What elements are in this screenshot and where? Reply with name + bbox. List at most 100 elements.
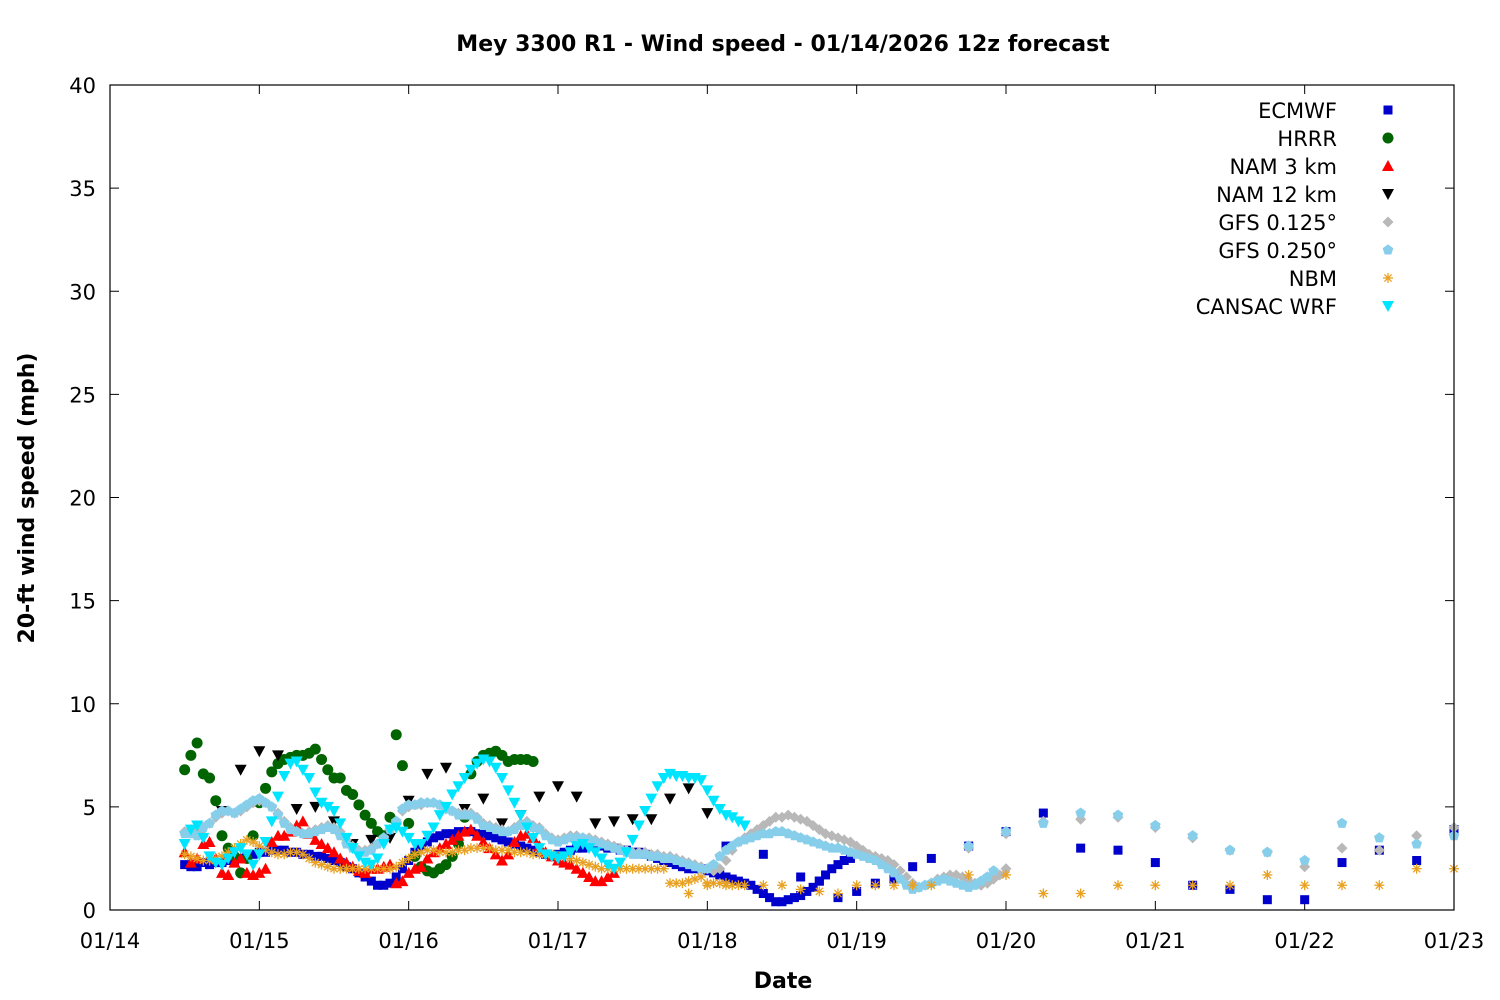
data-point: [626, 814, 639, 826]
y-tick-label: 20: [69, 487, 96, 511]
data-point: [533, 791, 546, 803]
y-tick-label: 40: [69, 74, 96, 98]
data-point: [359, 809, 371, 821]
data-point: [595, 875, 608, 887]
data-point: [391, 872, 401, 882]
data-point: [421, 768, 434, 780]
data-point: [758, 889, 768, 898]
data-point: [671, 878, 682, 889]
data-point: [309, 801, 322, 813]
data-point: [894, 873, 906, 884]
data-point: [527, 832, 540, 844]
data-point: [377, 839, 390, 850]
x-axis-label: Date: [754, 969, 813, 994]
data-point: [496, 854, 508, 866]
data-point: [1076, 843, 1086, 853]
y-tick-label: 30: [69, 280, 96, 304]
data-point: [658, 863, 669, 874]
data-point: [789, 893, 799, 903]
data-point: [315, 797, 328, 809]
data-point: [664, 793, 676, 805]
data-point: [304, 853, 315, 864]
data-point: [1150, 858, 1160, 868]
data-point: [601, 871, 614, 882]
data-point: [608, 863, 620, 875]
y-tick-label: 15: [69, 590, 96, 614]
data-point: [303, 773, 316, 784]
data-point: [340, 832, 353, 844]
data-point: [907, 880, 918, 891]
data-point: [309, 743, 321, 755]
data-point: [752, 884, 762, 894]
x-tick-label: 01/14: [80, 929, 141, 953]
data-point: [253, 849, 266, 861]
data-point: [701, 785, 714, 797]
legend-marker: [1382, 189, 1394, 200]
legend-label: CANSAC WRF: [1196, 295, 1337, 319]
data-point: [889, 874, 899, 884]
data-point: [228, 856, 241, 868]
data-point: [514, 810, 527, 822]
data-point: [317, 851, 327, 861]
data-point: [184, 856, 197, 868]
data-point: [334, 852, 347, 864]
data-point: [440, 762, 452, 774]
data-point: [184, 824, 197, 836]
data-point: [197, 832, 210, 844]
data-point: [702, 880, 713, 891]
data-point: [814, 886, 825, 897]
data-point: [296, 764, 309, 776]
axis-ticks: 01/14 01/15 01/16 01/17 01/18 01/19 01/20 01/21…: [69, 74, 1484, 953]
data-point: [626, 834, 639, 846]
x-tick-label: 01/15: [229, 929, 290, 953]
series-nbm: [179, 834, 1459, 899]
data-point: [808, 882, 818, 892]
data-point: [595, 853, 608, 865]
data-point: [440, 801, 452, 813]
data-point: [278, 829, 291, 841]
data-point: [713, 803, 726, 815]
data-point: [614, 857, 627, 869]
data-point: [926, 880, 937, 891]
data-point: [397, 864, 407, 874]
data-point: [1113, 845, 1123, 855]
data-point: [870, 880, 881, 891]
data-point: [726, 812, 739, 824]
y-tick-label: 5: [83, 796, 96, 820]
data-point: [564, 858, 577, 870]
data-point: [465, 843, 476, 854]
y-tick-label: 25: [69, 383, 96, 407]
data-point: [422, 837, 432, 847]
data-point: [446, 833, 459, 845]
legend-label: NBM: [1289, 267, 1337, 291]
x-tick-label: 01/22: [1274, 929, 1335, 953]
data-point: [309, 833, 322, 845]
data-point: [1038, 808, 1048, 818]
data-point: [435, 831, 445, 841]
data-point: [508, 835, 521, 847]
data-point: [795, 884, 806, 895]
data-point: [366, 876, 376, 886]
legend-marker: [1382, 132, 1394, 144]
data-point: [827, 864, 837, 874]
data-point: [1337, 880, 1347, 891]
data-points: [178, 729, 1460, 907]
data-point: [583, 871, 596, 882]
data-point: [564, 847, 577, 859]
data-point: [1225, 880, 1235, 891]
plot-frame: [109, 84, 1455, 911]
data-point: [746, 880, 756, 890]
data-point: [645, 814, 658, 826]
data-point: [796, 872, 806, 882]
data-point: [272, 791, 284, 803]
data-point: [733, 880, 744, 891]
data-point: [204, 817, 215, 828]
data-point: [234, 843, 247, 855]
data-point: [265, 835, 278, 847]
data-point: [963, 869, 974, 880]
data-point: [1374, 832, 1385, 843]
data-point: [429, 833, 439, 843]
data-point: [178, 839, 191, 850]
data-point: [180, 860, 190, 870]
data-point: [216, 830, 228, 842]
